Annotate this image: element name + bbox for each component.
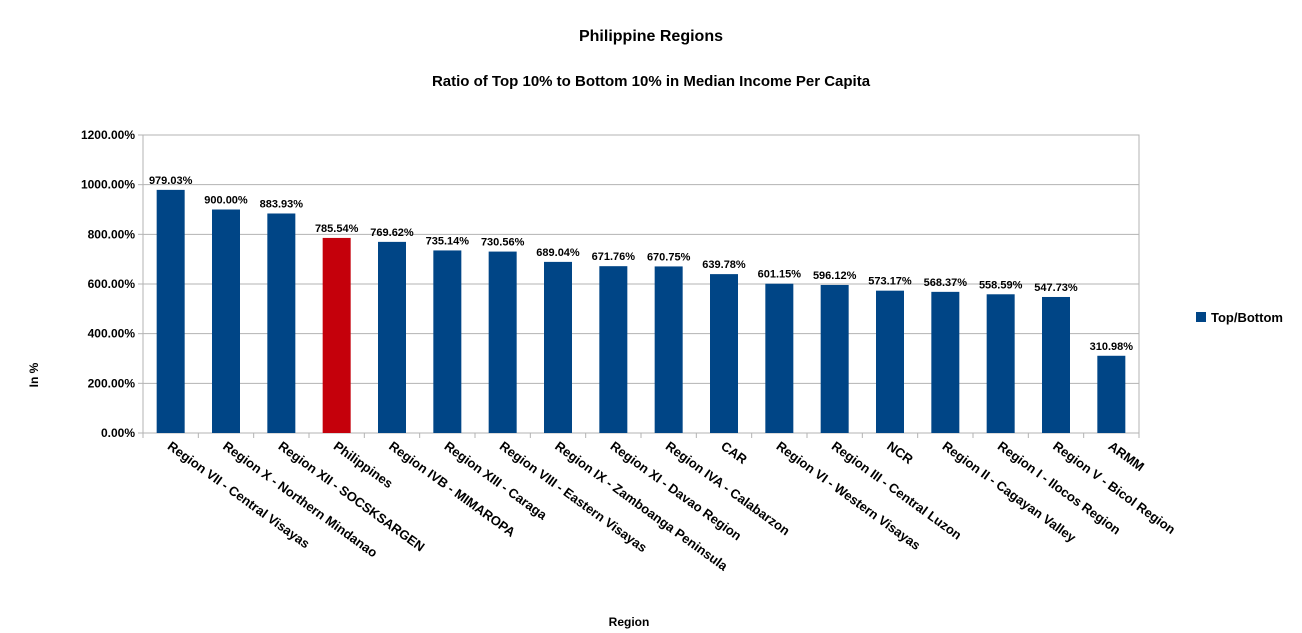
data-label: 573.17% (868, 276, 912, 288)
bar (765, 283, 794, 433)
data-label: 558.59% (979, 279, 1023, 291)
bar (267, 213, 296, 433)
legend-label: Top/Bottom (1211, 310, 1283, 325)
bar (544, 261, 572, 433)
bar (1042, 296, 1070, 433)
y-tick-label: 400.00% (88, 327, 136, 341)
data-label: 883.93% (260, 198, 304, 210)
y-tick-label: 800.00% (88, 227, 136, 241)
x-tick-label: NCR (884, 438, 916, 467)
x-tick-label: Region XIII - Caraga (442, 438, 551, 523)
chart-title: Philippine Regions (579, 28, 723, 45)
bar (1097, 355, 1126, 433)
bar (378, 241, 406, 433)
data-label: 670.75% (647, 251, 691, 263)
bar (322, 237, 351, 433)
legend-swatch (1196, 312, 1206, 322)
chart-subtitle: Ratio of Top 10% to Bottom 10% in Median… (432, 73, 871, 90)
gridlines (143, 184, 1139, 384)
data-label: 730.56% (481, 237, 525, 249)
data-label: 639.78% (702, 259, 746, 271)
y-axis-title: In % (27, 362, 41, 387)
bar (820, 284, 849, 433)
data-label: 310.98% (1090, 341, 1134, 353)
x-tick-label: ARMM (1106, 438, 1148, 474)
y-tick-label: 1200.00% (81, 128, 135, 142)
plot-area: 0.00% 200.00% 400.00% 600.00% 800.00% 1000.00… (81, 128, 1178, 574)
y-tick-label: 600.00% (88, 277, 136, 291)
bar (986, 294, 1015, 433)
bar (654, 266, 683, 433)
y-tick-label: 200.00% (88, 376, 136, 390)
bar (599, 266, 628, 433)
data-label: 689.04% (536, 247, 580, 259)
bar (488, 251, 517, 433)
data-label: 979.03% (149, 175, 193, 187)
data-label: 900.00% (204, 195, 248, 207)
x-axis-title: Region (609, 615, 650, 629)
x-axis-ticks (142, 433, 1140, 438)
bar (212, 209, 240, 433)
data-label: 568.37% (924, 277, 968, 289)
bars (156, 189, 1126, 433)
x-tick-label: CAR (718, 438, 750, 467)
y-tick-label: 0.00% (101, 426, 135, 440)
data-label: 785.54% (315, 223, 359, 235)
data-label: 601.15% (758, 269, 802, 281)
data-labels: 979.03% 900.00% 883.93% 785.54% 769.62% 735.1… (149, 175, 1133, 353)
data-label: 547.73% (1034, 282, 1078, 294)
data-label: 735.14% (426, 235, 470, 247)
legend: Top/Bottom (1196, 310, 1283, 325)
bar (931, 291, 960, 433)
bar (433, 250, 462, 433)
bar (156, 189, 185, 433)
data-label: 671.76% (592, 251, 636, 263)
bar (710, 274, 738, 433)
data-label: 769.62% (370, 227, 414, 239)
data-label: 596.12% (813, 270, 857, 282)
y-axis-ticks: 0.00% 200.00% 400.00% 600.00% 800.00% 1000.00… (81, 128, 143, 440)
y-tick-label: 1000.00% (81, 178, 135, 192)
bar (876, 290, 904, 433)
